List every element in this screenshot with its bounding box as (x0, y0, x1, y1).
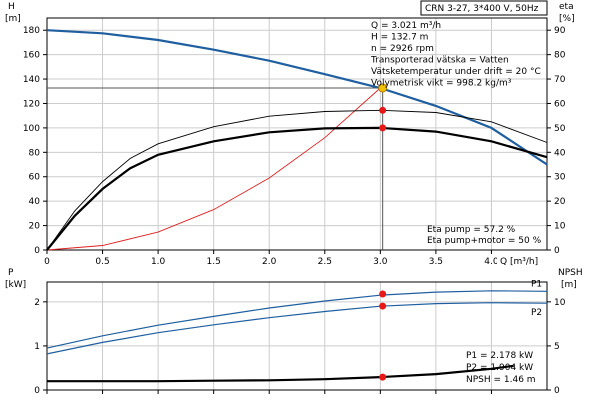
y-left-tick-label: 120 (23, 99, 40, 109)
power-annotation: P1 = 2.178 kW (466, 351, 533, 361)
duty-point-marker (379, 302, 387, 310)
series-eta-pump-motor (46, 126, 548, 251)
duty-point-marker (379, 106, 387, 114)
y-left-axis-label: H (8, 2, 15, 12)
chart-title: CRN 3-27, 3*400 V, 50Hz (425, 4, 539, 14)
y-right-tick-label: 90 (554, 26, 566, 36)
y-left-tick-label: 0 (34, 246, 40, 256)
y-right-axis-unit: [m] (561, 280, 577, 290)
y-left-tick-label: 20 (29, 222, 41, 232)
y-left-axis-unit: [kW] (5, 280, 26, 290)
y-right-tick-label: 0 (554, 386, 560, 396)
y-right-tick-label: 30 (554, 173, 566, 183)
power-annotation: P2 = 1.904 kW (466, 363, 533, 373)
y-right-tick-label: 20 (554, 197, 566, 207)
power-annotation: NPSH = 1.46 m (466, 375, 536, 385)
y-right-tick-label: 0 (554, 246, 560, 256)
series-p1 (46, 290, 548, 349)
y-left-tick-label: 2 (34, 298, 40, 308)
x-tick-label: 3.0 (373, 257, 388, 267)
duty-point-marker (378, 83, 388, 93)
eta-annotation: Eta pump = 57.2 % (427, 225, 516, 235)
y-right-axis-label: NPSH (558, 268, 583, 278)
y-left-tick-label: 160 (23, 51, 40, 61)
x-axis-label-bg (497, 253, 549, 267)
x-tick-label: 2.0 (262, 257, 277, 267)
x-tick-label: 1.0 (151, 257, 166, 267)
y-right-tick-label: 80 (554, 51, 566, 61)
series-npsh (47, 364, 514, 383)
y-right-tick-label: 50 (554, 124, 566, 134)
y-right-tick-label: 10 (554, 298, 566, 308)
y-right-tick-label: 70 (554, 75, 566, 85)
series-p2 (46, 302, 548, 355)
series-system-curve (46, 87, 381, 251)
y-left-tick-label: 180 (23, 26, 40, 36)
y-right-axis-unit: [%] (559, 14, 575, 24)
duty-point-marker (379, 373, 387, 381)
info-annotation: Volymetrisk vikt = 998.2 kg/m³ (371, 79, 512, 89)
x-tick-label: 0 (44, 257, 50, 267)
y-left-tick-label: 140 (23, 75, 40, 85)
x-tick-label: 1.5 (207, 257, 221, 267)
y-left-tick-label: 0 (34, 386, 40, 396)
info-annotation: H = 132.7 m (371, 33, 428, 43)
x-tick-label: 4.0 (484, 257, 499, 267)
info-annotation: Q = 3.021 m³/h (371, 21, 441, 31)
x-tick-label: 2.5 (318, 257, 332, 267)
y-left-axis-label: P (8, 268, 14, 278)
eta-annotation: Eta pump+motor = 50 % (427, 236, 542, 246)
y-right-tick-label: 60 (554, 99, 566, 109)
duty-point-marker (379, 124, 387, 132)
duty-point-marker (379, 290, 387, 298)
y-left-tick-label: 60 (29, 173, 41, 183)
series-label-p2: P2 (531, 308, 542, 318)
info-annotation: Transporterad vätska = Vatten (370, 56, 509, 66)
y-right-axis-label: eta (559, 2, 574, 12)
y-left-tick-label: 100 (23, 124, 40, 134)
info-annotation: n = 2926 rpm (371, 44, 434, 54)
x-tick-label: 3.5 (429, 257, 443, 267)
series-label-p1: P1 (531, 279, 542, 289)
plot-frame-top (46, 17, 548, 251)
y-left-tick-label: 80 (29, 148, 41, 158)
plot-frame-bottom (46, 281, 548, 391)
y-left-tick-label: 40 (29, 197, 41, 207)
x-tick-label: 0.5 (95, 257, 109, 267)
series-H-curve (46, 29, 548, 166)
y-left-tick-label: 1 (34, 342, 40, 352)
y-right-tick-label: 5 (554, 342, 560, 352)
y-left-axis-unit: [m] (5, 14, 21, 24)
y-right-tick-label: 40 (554, 148, 566, 158)
title-box (420, 0, 548, 16)
info-annotation: Vätsketemperatur under drift = 20 °C (371, 67, 541, 77)
series-eta-pump (46, 109, 548, 251)
y-right-tick-label: 10 (554, 222, 566, 232)
x-axis-label: Q [m³/h] (500, 257, 538, 267)
